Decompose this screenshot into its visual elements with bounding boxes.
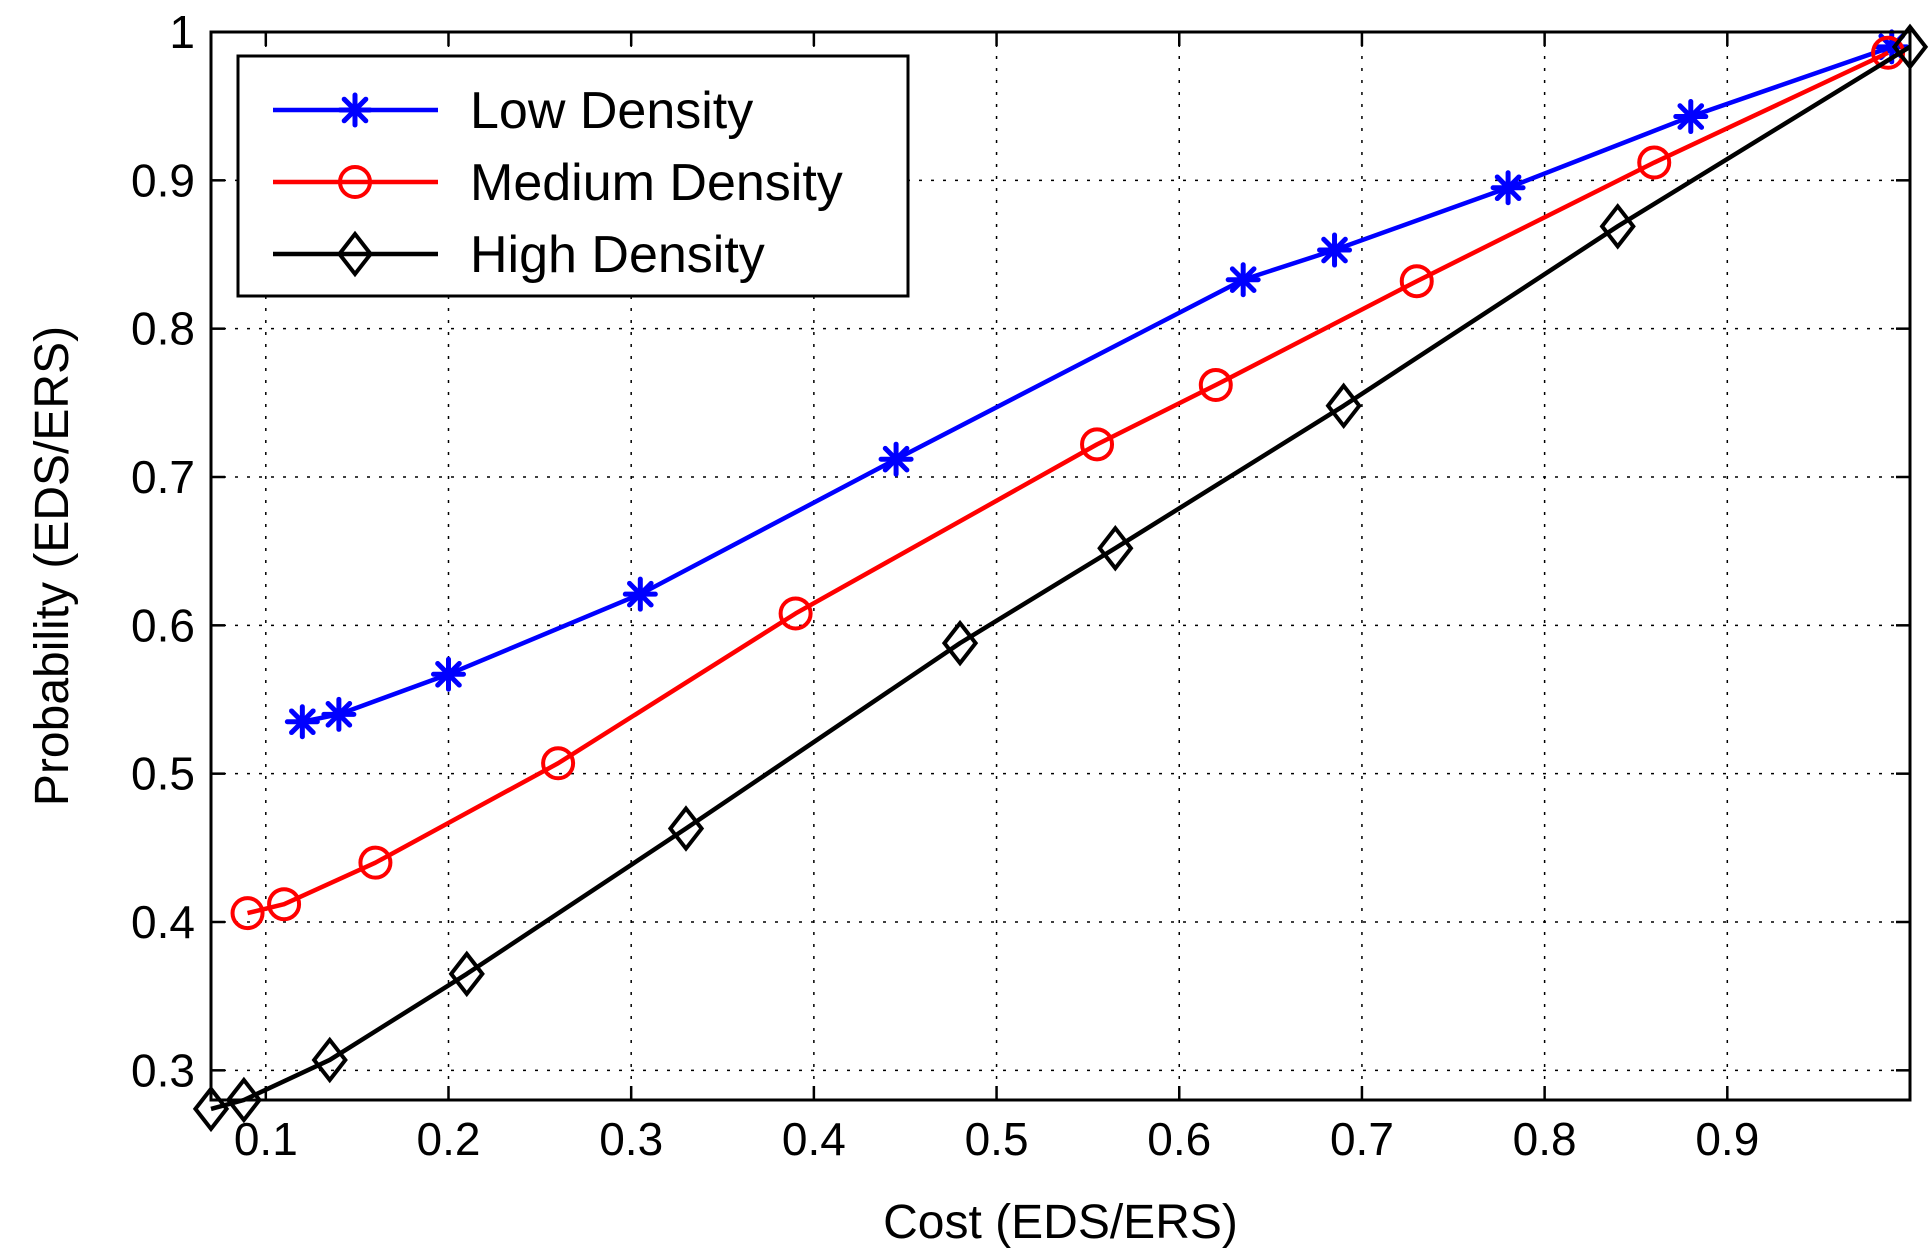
data-point-low-density <box>1490 170 1526 206</box>
data-point-low-density <box>284 704 320 740</box>
legend-marker-low-density <box>337 92 373 128</box>
data-point-high-density <box>667 805 705 852</box>
data-point-medium-density <box>358 845 393 880</box>
data-point-high-density <box>1097 524 1134 572</box>
legend-item-low-density: Low Density <box>273 82 753 140</box>
x-axis-label: Cost (EDS/ERS) <box>883 1196 1238 1249</box>
series-low-density <box>284 29 1910 740</box>
data-point-low-density <box>430 656 466 692</box>
data-point-high-density <box>448 950 485 998</box>
data-point-low-density <box>1317 232 1353 268</box>
legend-item-medium-density: Medium Density <box>273 154 843 212</box>
x-tick-label: 0.8 <box>1513 1113 1577 1165</box>
series-line-high-density <box>210 44 1912 1112</box>
y-tick-label: 0.3 <box>131 1044 195 1096</box>
y-tick-label: 1 <box>169 6 195 58</box>
data-point-medium-density <box>1198 368 1233 403</box>
legend-label-medium-density: Medium Density <box>470 154 843 212</box>
y-tick-label: 0.9 <box>131 154 195 206</box>
y-axis: 0.3 0.4 0.5 0.6 0.7 0.8 0.9 1 <box>131 6 1910 1096</box>
series-line-low-density <box>301 44 1893 724</box>
data-point-low-density <box>622 576 658 612</box>
x-axis: 0.1 0.2 0.3 0.4 0.5 0.6 0.7 0.8 0.9 <box>234 32 1759 1165</box>
x-tick-label: 0.4 <box>782 1113 846 1165</box>
data-point-high-density <box>1325 382 1362 430</box>
data-point-low-density <box>878 441 914 477</box>
data-point-high-density <box>192 1085 230 1133</box>
y-tick-label: 0.4 <box>131 896 195 948</box>
data-point-high-density <box>941 619 979 667</box>
series-high-density <box>192 23 1929 1133</box>
x-tick-label: 0.2 <box>417 1113 481 1165</box>
data-point-high-density <box>225 1076 263 1124</box>
y-axis-label: Probability (EDS/ERS) <box>26 326 79 806</box>
legend-label-high-density: High Density <box>470 226 765 284</box>
data-point-low-density <box>1673 99 1709 135</box>
y-tick-label: 0.6 <box>131 599 195 651</box>
data-point-low-density <box>321 696 357 732</box>
x-tick-label: 0.9 <box>1695 1113 1759 1165</box>
x-tick-label: 0.1 <box>234 1113 298 1165</box>
data-point-high-density <box>1599 203 1636 250</box>
x-tick-label: 0.6 <box>1147 1113 1211 1165</box>
data-point-high-density <box>311 1036 348 1084</box>
data-point-medium-density <box>267 887 302 922</box>
legend: Low Density Medium Density High Density <box>236 54 910 298</box>
x-tick-label: 0.3 <box>599 1113 663 1165</box>
legend-marker-high-density <box>336 230 374 278</box>
series-line-medium-density <box>247 50 1890 916</box>
y-tick-label: 0.7 <box>131 451 195 503</box>
grid <box>211 32 1910 1100</box>
data-point-medium-density <box>1080 427 1115 462</box>
data-point-medium-density <box>230 896 265 931</box>
data-point-low-density <box>1225 262 1261 298</box>
x-tick-label: 0.7 <box>1330 1113 1394 1165</box>
data-point-medium-density <box>1399 264 1434 299</box>
legend-item-high-density: High Density <box>273 226 765 284</box>
data-point-medium-density <box>541 746 576 781</box>
series-area <box>192 23 1929 1133</box>
y-tick-label: 0.5 <box>131 748 195 800</box>
legend-marker-medium-density <box>338 165 372 199</box>
plot-frame <box>209 30 1912 1102</box>
y-tick-label: 0.8 <box>131 303 195 355</box>
x-tick-label: 0.5 <box>965 1113 1029 1165</box>
series-medium-density <box>230 35 1906 931</box>
data-point-medium-density <box>1637 145 1672 180</box>
data-point-medium-density <box>778 596 813 631</box>
legend-label-low-density: Low Density <box>470 82 753 140</box>
